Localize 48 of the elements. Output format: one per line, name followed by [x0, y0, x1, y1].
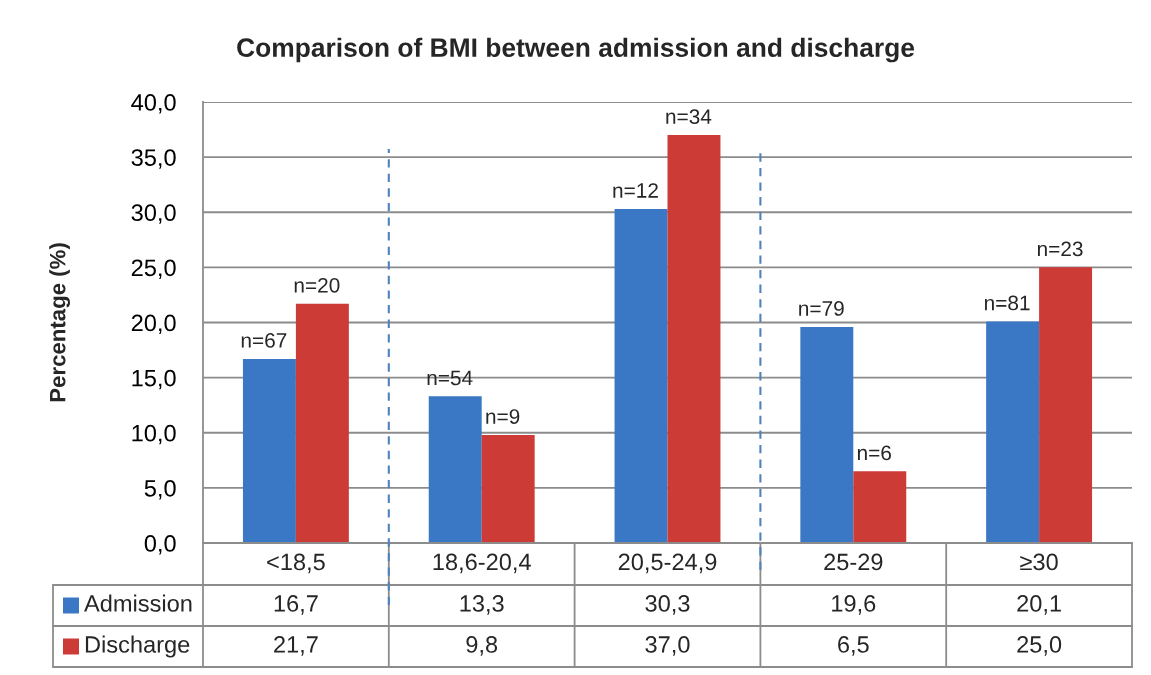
x-tick-label: 25-29	[824, 553, 883, 571]
bar	[295, 303, 349, 543]
bar	[614, 208, 668, 543]
bar	[242, 358, 296, 543]
bar	[667, 135, 721, 543]
bar	[986, 321, 1040, 543]
bar	[1039, 267, 1093, 543]
y-tick-label: 40,0	[131, 94, 176, 114]
annotation: n=23	[1037, 241, 1083, 257]
data-label: 20,1	[1017, 595, 1061, 615]
data-label: 13,3	[460, 595, 504, 615]
data-label: 19,6	[832, 595, 876, 615]
bar	[853, 471, 907, 543]
data-label: 37,0	[645, 636, 690, 656]
y-tick-label: 15,0	[132, 369, 176, 390]
data-label: 21,7	[274, 636, 318, 656]
data-label: 16,7	[274, 595, 318, 615]
y-tick-label: 10,0	[132, 424, 176, 445]
annotation: n=79	[799, 301, 844, 316]
bar	[481, 434, 535, 543]
y-tick-label: 25,0	[131, 259, 176, 279]
data-label: 30,3	[645, 595, 690, 615]
bar	[428, 396, 482, 543]
y-tick-label: 35,0	[131, 149, 176, 169]
bar	[800, 326, 854, 543]
data-label: 9,8	[466, 636, 498, 656]
annotation: n=67	[241, 333, 287, 348]
y-tick-label: 5,0	[144, 479, 176, 500]
annotation: n=81	[984, 295, 1030, 311]
x-tick-label: 20,5-24,9	[618, 553, 717, 574]
x-tick-label: 18,6-20,4	[433, 553, 531, 574]
y-tick-label: 30,0	[131, 204, 176, 224]
y-tick-label: 20,0	[131, 314, 176, 335]
y-axis-title: Percentage (%)	[49, 243, 70, 402]
data-label: 6,5	[838, 636, 869, 656]
y-tick-label: 0,0	[144, 535, 176, 555]
legend-label: Admission	[84, 594, 192, 612]
x-tick-label: ≥30	[1020, 553, 1058, 571]
x-tick-label: <18,5	[267, 553, 325, 574]
legend-label: Discharge	[85, 635, 190, 658]
data-label: 25,0	[1017, 636, 1062, 656]
annotation: n=54	[427, 370, 473, 386]
annotation: n=6	[857, 445, 891, 461]
annotation: n=20	[294, 277, 340, 293]
chart-title: Comparison of BMI between admission and discharge	[237, 37, 915, 63]
annotation: n=9	[486, 409, 520, 424]
annotation: n=12	[613, 183, 658, 198]
annotation: n=34	[666, 109, 712, 125]
